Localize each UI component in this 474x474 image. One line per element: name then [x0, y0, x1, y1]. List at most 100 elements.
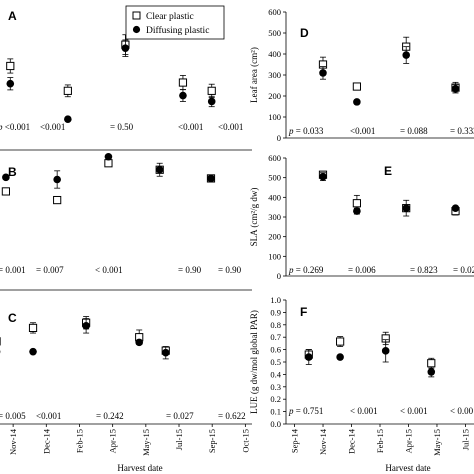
legend-clear-label: Clear plastic — [146, 12, 194, 22]
data-point-diffusing — [64, 115, 72, 124]
y-tick-label: 200 — [268, 232, 281, 242]
data-point-diffusing — [427, 368, 436, 376]
data-point-diffusing — [53, 175, 61, 184]
y-tick-label: 0.7 — [270, 332, 281, 342]
y-tick-label: 0 — [277, 133, 281, 143]
legend-box — [125, 5, 225, 40]
p-value-label: <0.001 — [40, 122, 65, 132]
data-point-diffusing — [29, 347, 37, 356]
x-tick-label: Sep-15 — [207, 429, 217, 453]
y-tick-label: 0.8 — [270, 320, 281, 330]
p-value-label: <0.001 — [36, 411, 61, 421]
panel-a: Ap <0.001 <0.001 = 0.50 <0.001 <0.001 — [0, 9, 252, 151]
x-tick-label: Jul-15 — [174, 429, 184, 450]
legend: Clear plastic Diffusing plastic — [125, 5, 225, 40]
y-tick-label: 0.6 — [270, 345, 281, 355]
data-point-clear — [28, 323, 38, 332]
series-diffusing-plastic — [304, 339, 436, 378]
data-point-diffusing — [336, 353, 344, 361]
y-tick-label: 400 — [268, 49, 281, 59]
x-axis-title: Harvest date — [385, 463, 430, 473]
p-value-label: = 0.02 — [453, 265, 474, 275]
y-tick-label: 100 — [268, 251, 281, 261]
data-point-diffusing — [451, 204, 460, 212]
panel-letter-c: C — [8, 311, 17, 325]
series-clear-plastic — [1, 159, 216, 205]
y-tick-label: 0.0 — [270, 419, 281, 429]
legend-diffusing-marker — [132, 25, 141, 34]
p-value-label: p <0.001 — [0, 122, 30, 132]
data-point-clear — [178, 78, 188, 87]
p-value-label: = 0.50 — [110, 122, 134, 132]
data-point-diffusing — [2, 173, 10, 182]
p-value-label: = 0.242 — [96, 411, 124, 421]
data-point-diffusing — [353, 207, 361, 215]
x-tick-label: Jul-15 — [460, 429, 470, 450]
panel-e: E 0 100 200 300 400 500 600 SLA (cm²/g dw) p = 0.… — [249, 153, 474, 281]
y-tick-label: 200 — [268, 91, 281, 101]
p-value-label: = 0.823 — [410, 265, 438, 275]
p-value-label: < 0.001 — [400, 406, 428, 416]
x-tick-label: Nov-14 — [8, 428, 18, 455]
data-point-diffusing — [319, 69, 327, 77]
p-value-label: p = 0.033 — [288, 126, 324, 136]
data-point-diffusing — [179, 91, 187, 100]
x-tick-label: Nov-14 — [318, 428, 328, 455]
x-tick-label: Dec-14 — [347, 428, 357, 454]
x-tick-label: May-15 — [141, 429, 151, 456]
y-tick-label: 500 — [268, 173, 281, 183]
panel-c: CSep-14Nov-14Dec-14Feb-15Apr-15May-15Jul… — [0, 311, 252, 473]
series-clear-plastic — [6, 34, 216, 98]
y-tick-label: 0.4 — [270, 369, 281, 379]
x-tick-label: Dec-14 — [41, 428, 51, 454]
p-value-label: = 0.006 — [348, 265, 376, 275]
series-clear-plastic — [318, 36, 460, 94]
x-tick-label: May-15 — [432, 429, 442, 456]
data-point-clear — [104, 159, 113, 168]
series-clear-plastic — [0, 316, 170, 355]
data-point-diffusing — [82, 322, 90, 330]
y-tick-label: 300 — [268, 212, 281, 222]
data-point-diffusing — [6, 79, 15, 88]
data-point-clear — [6, 61, 15, 71]
p-value-label: < 0.00 — [450, 406, 474, 416]
data-point-clear — [207, 86, 216, 95]
panel-f: F 0.0 0.1 0.2 0.3 0.4 0.5 0.6 0.7 0.8 0.9 1.0 LUE (g… — [249, 295, 474, 473]
panel-d: D 0 100 200 300 400 500 600 Leaf area (cm²) p = 0… — [249, 7, 474, 143]
legend-clear-marker — [132, 11, 141, 20]
series-diffusing-plastic — [0, 318, 170, 360]
p-value-label: = 0.90 — [218, 265, 242, 275]
y-axis-title: LUE (g dw/mol global PAR) — [249, 310, 259, 414]
data-point-clear — [63, 86, 72, 95]
series-diffusing-plastic — [2, 152, 215, 189]
x-tick-label: Apr-15 — [108, 429, 118, 453]
p-value-label: < 0.001 — [95, 265, 123, 275]
data-point-clear — [336, 337, 345, 346]
y-tick-label: 0.2 — [270, 394, 281, 404]
data-point-diffusing — [304, 353, 313, 361]
p-value-label: <0.001 — [350, 126, 375, 136]
panel-letter-b: B — [8, 165, 17, 179]
data-point-diffusing — [353, 98, 361, 106]
data-point-diffusing — [402, 51, 410, 59]
legend-diffusing-label: Diffusing plastic — [146, 25, 209, 36]
y-axis-title: SLA (cm²/g dw) — [249, 188, 259, 247]
data-point-diffusing — [207, 174, 215, 183]
y-tick-label: 500 — [268, 28, 281, 38]
series-diffusing-plastic — [319, 46, 460, 106]
data-point-diffusing — [451, 84, 460, 93]
x-tick-label: Feb-15 — [74, 429, 84, 453]
data-point-clear — [352, 82, 361, 91]
p-value-label: = 0.005 — [0, 411, 26, 421]
p-value-label: p = 0.751 — [288, 406, 323, 416]
x-tick-label: Oct-15 — [240, 429, 250, 453]
right-column: D 0 100 200 300 400 500 600 Leaf area (cm²) p = 0… — [249, 7, 474, 473]
data-point-clear — [53, 195, 62, 205]
x-axis-title: Harvest date — [117, 463, 162, 473]
y-tick-label: 400 — [268, 192, 281, 202]
p-value-label: <0.001 — [178, 122, 203, 132]
panel-letter-d: D — [300, 26, 309, 40]
panel-letter-a: A — [8, 9, 17, 23]
data-point-diffusing — [121, 44, 130, 53]
